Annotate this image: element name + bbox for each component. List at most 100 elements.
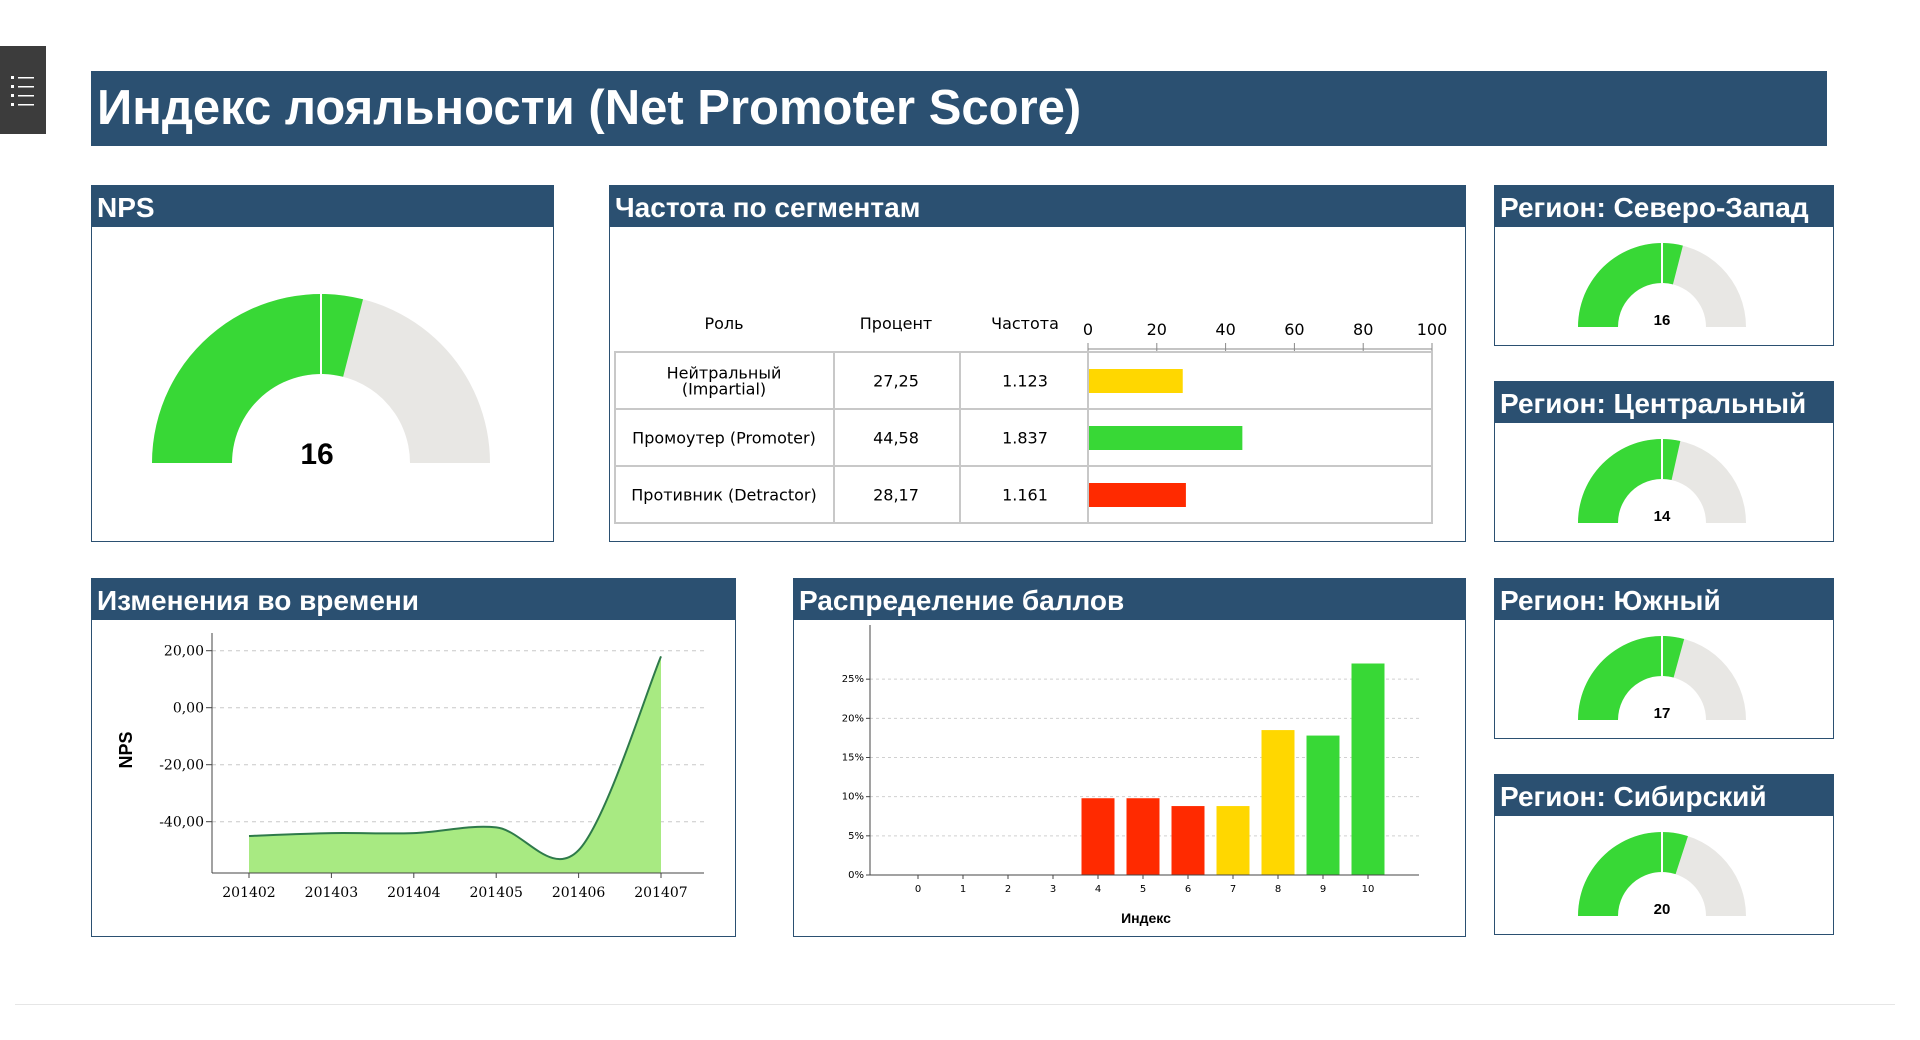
row-role-sub: (Impartial) [682,380,766,399]
time-change-panel: Изменения во времени 20,00 0,00 -20,00 -40,… [91,578,736,937]
x-tick-label: 201407 [634,885,687,901]
axis-tick-label: 60 [1284,320,1304,339]
y-tick-label: -40,00 [159,815,204,831]
region-gauge-value: 20 [1654,901,1671,918]
row-frequency: 1.837 [1002,429,1048,448]
x-tick-label: 201406 [552,885,606,901]
y-tick-label: 10% [842,792,864,803]
region-panel: Регион: Центральный 14 [1494,381,1834,542]
nps-gauge-fill [152,294,364,463]
score-distribution-panel-title: Распределение баллов [794,579,1465,620]
row-percent: 28,17 [873,486,919,505]
y-tick-label: 0,00 [173,701,204,717]
row-frequency: 1.123 [1002,372,1048,391]
list-icon [11,76,34,106]
x-tick-label: 5 [1140,884,1146,895]
column-header-frequency: Частота [991,314,1059,333]
x-tick-label: 201405 [469,885,522,901]
region-panel: Регион: Сибирский 20 [1494,774,1834,935]
x-tick-label: 8 [1275,884,1281,895]
region-gauge-fill [1578,832,1688,916]
segment-bar [1089,483,1186,507]
page-title: Индекс лояльности (Net Promoter Score) [91,71,1827,146]
x-tick-label: 1 [960,884,966,895]
region-panel: Регион: Северо-Запад 16 [1494,185,1834,346]
region-gauge-fill [1578,636,1685,720]
nps-gauge: 16 [152,294,490,471]
region-gauge-fill [1578,243,1683,327]
row-percent: 27,25 [873,372,919,391]
segments-axis: 0 20 40 60 80 100 [1083,320,1447,351]
x-tick-label: 201404 [387,885,441,901]
score-bar [1171,806,1205,875]
segment-bar [1089,369,1183,393]
y-tick-label: 20,00 [164,644,204,660]
row-frequency: 1.161 [1002,486,1048,505]
x-tick-label: 201403 [305,885,358,901]
score-bar [1351,663,1385,875]
score-bar [1126,798,1160,875]
x-tick-label: 2 [1005,884,1011,895]
line-axes: 20,00 0,00 -20,00 -40,00 201402 201403 201404 2… [159,633,704,901]
segments-rows: Нейтральный(Impartial) 27,25 1.123 Промоуте… [614,351,1433,524]
y-axis-label: NPS [116,731,136,768]
x-tick-label: 4 [1095,884,1101,895]
x-tick-label: 9 [1320,884,1326,895]
y-tick-label: 5% [848,831,864,842]
score-bar [1216,806,1250,875]
score-distribution-chart: 0% 5% 10% 15% 20% 25% 0 1 2 3 4 5 6 7 8 9 10 Индекс [842,625,1419,926]
region-gauge: 14 [1578,439,1746,525]
region-gauge: 17 [1578,636,1746,722]
axis-tick-label: 100 [1417,320,1448,339]
x-tick-label: 0 [915,884,921,895]
segment-bar [1089,426,1243,450]
x-tick-label: 10 [1362,884,1375,895]
axis-tick-label: 80 [1353,320,1373,339]
time-change-panel-title: Изменения во времени [92,579,735,620]
region-gauge-fill [1578,439,1681,523]
x-tick-label: 3 [1050,884,1056,895]
y-tick-label: 20% [842,713,864,724]
row-role: Нейтральный [667,364,782,383]
row-role: Противник (Detractor) [631,486,816,505]
x-tick-label: 201402 [222,885,275,901]
table-border [614,351,1433,524]
region-gauge: 16 [1578,243,1746,329]
region-panel-title: Регион: Сибирский [1495,775,1833,816]
row-percent: 44,58 [873,429,919,448]
bar-axes: 0% 5% 10% 15% 20% 25% 0 1 2 3 4 5 6 7 8 9 10 [842,625,1419,895]
segments-table: Роль Процент Частота 0 20 40 60 80 100 Нейтра… [614,314,1447,524]
y-tick-label: 25% [842,674,864,685]
bar-marks [1081,663,1385,875]
segments-panel: Частота по сегментам Роль Процент Частот… [609,185,1466,542]
axis-tick-label: 40 [1215,320,1235,339]
score-bar [1081,798,1115,875]
score-distribution-panel: Распределение баллов 0% 5% 10% 15% 20% 25% 0 1 2… [793,578,1466,937]
region-gauge-value: 16 [1654,312,1671,329]
nps-panel: NPS 16 [91,185,554,542]
nps-panel-title: NPS [92,186,553,227]
region-panel-title: Регион: Северо-Запад [1495,186,1833,227]
region-panel: Регион: Южный 17 [1494,578,1834,739]
region-panel-title: Регион: Южный [1495,579,1833,620]
x-tick-label: 7 [1230,884,1236,895]
region-gauge: 20 [1578,832,1746,918]
region-gauge-value: 17 [1654,705,1671,722]
column-header-percent: Процент [860,314,933,333]
column-header-role: Роль [704,314,743,333]
bottom-divider [15,1004,1895,1005]
region-gauge-value: 14 [1654,508,1671,525]
x-tick-label: 6 [1185,884,1191,895]
score-bar [1306,735,1340,875]
time-change-chart: 20,00 0,00 -20,00 -40,00 201402 201403 201404 2… [116,633,704,901]
axis-tick-label: 20 [1147,320,1167,339]
y-tick-label: -20,00 [159,758,204,774]
segments-panel-title: Частота по сегментам [610,186,1465,227]
menu-button[interactable] [0,46,46,134]
y-tick-label: 15% [842,753,864,764]
axis-tick-label: 0 [1083,320,1093,339]
region-panel-title: Регион: Центральный [1495,382,1833,423]
row-role: Промоутер (Promoter) [632,429,816,448]
nps-gauge-value: 16 [300,438,333,471]
score-bar [1261,730,1295,875]
